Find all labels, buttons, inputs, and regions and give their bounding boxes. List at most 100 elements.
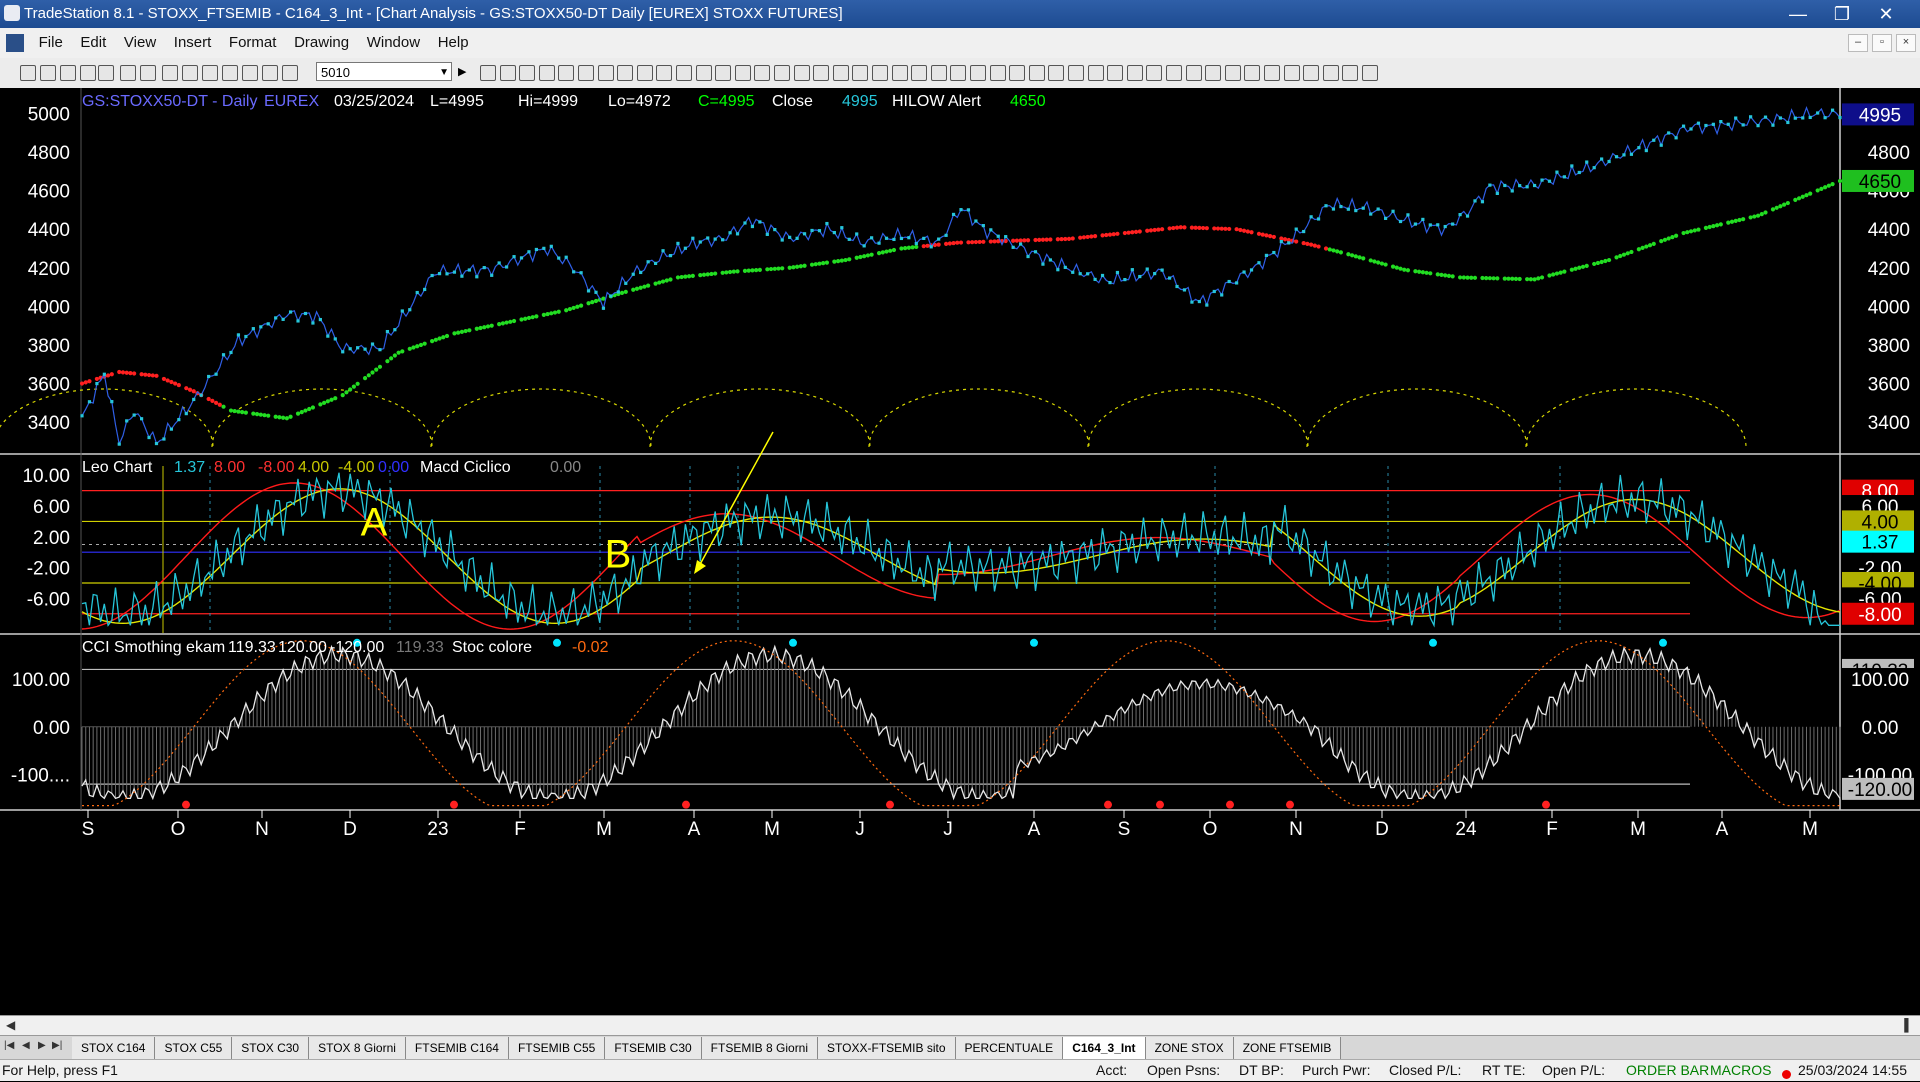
toolbar-tool-icon[interactable]: [989, 65, 1006, 81]
toolbar-tool-icon[interactable]: [499, 65, 516, 81]
sheet-tab[interactable]: STOXX-FTSEMIB sito: [818, 1037, 956, 1059]
tab-next-icon[interactable]: ▶: [38, 1040, 46, 1051]
toolbar-tool-icon[interactable]: [636, 65, 653, 81]
sheet-tab[interactable]: ZONE FTSEMIB: [1233, 1037, 1342, 1059]
toolbar-tool-icon[interactable]: [60, 65, 76, 81]
toolbar-tool-icon[interactable]: [734, 65, 751, 81]
toolbar-tool-icon[interactable]: [1146, 65, 1163, 81]
toolbar-tool-icon[interactable]: [1166, 65, 1182, 81]
toolbar-tool-icon[interactable]: [1283, 65, 1300, 81]
sheet-tab[interactable]: ZONE STOX: [1145, 1037, 1234, 1059]
toolbar-tool-icon[interactable]: [40, 65, 56, 81]
toolbar-tool-icon[interactable]: [793, 65, 810, 81]
chevron-down-icon[interactable]: ▼: [439, 67, 449, 78]
toolbar-tool-icon[interactable]: [715, 65, 732, 81]
toolbar-tool-icon[interactable]: [656, 65, 673, 81]
sheet-tab[interactable]: FTSEMIB C55: [508, 1037, 606, 1059]
sheet-tab[interactable]: STOX C30: [232, 1037, 310, 1059]
sheet-tab[interactable]: FTSEMIB C164: [405, 1037, 509, 1059]
toolbar-tool-icon[interactable]: [202, 65, 218, 81]
toolbar-tool-icon[interactable]: [1087, 65, 1104, 81]
toolbar-tool-icon[interactable]: [282, 65, 298, 81]
toolbar-tool-icon[interactable]: [20, 65, 36, 81]
toolbar-tool-icon[interactable]: [872, 65, 888, 81]
toolbar-tool-icon[interactable]: [1362, 65, 1378, 81]
menu-file[interactable]: File: [38, 34, 63, 51]
sheet-tab[interactable]: PERCENTUALE: [955, 1037, 1064, 1059]
symbol-go-icon[interactable]: ▶: [458, 66, 467, 78]
toolbar-tool-icon[interactable]: [242, 65, 258, 81]
toolbar-tool-icon[interactable]: [1028, 65, 1045, 81]
toolbar-tool-icon[interactable]: [558, 65, 575, 81]
toolbar-tool-icon[interactable]: [852, 65, 869, 81]
toolbar-tool-icon[interactable]: [519, 65, 536, 81]
sheet-tab[interactable]: STOX C164: [72, 1037, 156, 1059]
toolbar-tool-icon[interactable]: [140, 65, 156, 81]
toolbar-tool-icon[interactable]: [754, 65, 771, 81]
mdi-restore-button[interactable]: ▫: [1872, 34, 1892, 52]
tab-first-icon[interactable]: |◀: [4, 1040, 15, 1051]
toolbar-tool-icon[interactable]: [182, 65, 198, 81]
toolbar-tool-icon[interactable]: [1224, 65, 1241, 81]
toolbar-tool-icon[interactable]: [1244, 65, 1261, 81]
menu-window[interactable]: Window: [366, 34, 421, 51]
toolbar-tool-icon[interactable]: [98, 65, 114, 81]
order-bar-button[interactable]: ORDER BAR: [1626, 1062, 1710, 1078]
toolbar-tool-icon[interactable]: [1048, 65, 1065, 81]
toolbar-tool-icon[interactable]: [774, 65, 790, 81]
toolbar-tool-icon[interactable]: [162, 65, 178, 81]
toolbar-tool-icon[interactable]: [617, 65, 634, 81]
toolbar-tool-icon[interactable]: [1126, 65, 1143, 81]
toolbar-tool-icon[interactable]: [262, 65, 278, 81]
toolbar-tool-icon[interactable]: [597, 65, 614, 81]
menu-view[interactable]: View: [123, 34, 157, 51]
sheet-tab[interactable]: FTSEMIB 8 Giorni: [701, 1037, 819, 1059]
menu-drawing[interactable]: Drawing: [294, 34, 350, 51]
tab-last-icon[interactable]: ▶|: [52, 1040, 63, 1051]
sheet-tab[interactable]: C164_3_Int: [1063, 1037, 1146, 1059]
sheet-tab[interactable]: STOX 8 Giorni: [309, 1037, 406, 1059]
sheet-tab[interactable]: FTSEMIB C30: [605, 1037, 702, 1059]
minimize-button[interactable]: —: [1789, 4, 1807, 24]
menu-insert[interactable]: Insert: [173, 34, 212, 51]
toolbar-tool-icon[interactable]: [970, 65, 986, 81]
toolbar-tool-icon[interactable]: [538, 65, 555, 81]
toolbar-tool-icon[interactable]: [1303, 65, 1320, 81]
toolbar-tool-icon[interactable]: [222, 65, 238, 81]
toolbar-tool-icon[interactable]: [911, 65, 928, 81]
close-button[interactable]: ✕: [1878, 4, 1894, 24]
toolbar-tool-icon[interactable]: [891, 65, 908, 81]
horizontal-scrollbar[interactable]: ◀ ▐: [0, 1015, 1920, 1036]
maximize-button[interactable]: ❐: [1833, 4, 1851, 24]
mdi-close-button[interactable]: ×: [1896, 34, 1916, 52]
toolbar-tool-icon[interactable]: [1264, 65, 1280, 81]
tab-prev-icon[interactable]: ◀: [22, 1040, 30, 1051]
toolbar-tool-icon[interactable]: [695, 65, 712, 81]
mdi-minimize-button[interactable]: –: [1848, 34, 1868, 52]
toolbar-tool-icon[interactable]: [676, 65, 692, 81]
toolbar-tool-icon[interactable]: [1342, 65, 1359, 81]
menu-help[interactable]: Help: [437, 34, 469, 51]
toolbar-tool-icon[interactable]: [80, 65, 96, 81]
menu-edit[interactable]: Edit: [80, 34, 107, 51]
document-icon[interactable]: [6, 34, 24, 52]
menu-format[interactable]: Format: [228, 34, 277, 51]
toolbar-tool-icon[interactable]: [832, 65, 849, 81]
macros-button[interactable]: MACROS: [1710, 1062, 1772, 1078]
toolbar-tool-icon[interactable]: [480, 65, 496, 81]
toolbar-tool-icon[interactable]: [950, 65, 967, 81]
toolbar-tool-icon[interactable]: [120, 65, 136, 81]
toolbar-tool-icon[interactable]: [1185, 65, 1202, 81]
toolbar-tool-icon[interactable]: [1205, 65, 1222, 81]
toolbar-tool-icon[interactable]: [1107, 65, 1124, 81]
toolbar-tool-icon[interactable]: [813, 65, 830, 81]
scroll-right-icon[interactable]: ▐: [1900, 1018, 1909, 1032]
toolbar-tool-icon[interactable]: [1322, 65, 1339, 81]
toolbar-tool-icon[interactable]: [578, 65, 594, 81]
toolbar-tool-icon[interactable]: [930, 65, 947, 81]
symbol-input[interactable]: 5010 ▼: [316, 62, 452, 81]
scroll-left-icon[interactable]: ◀: [6, 1018, 16, 1032]
sheet-tab[interactable]: STOX C55: [155, 1037, 233, 1059]
